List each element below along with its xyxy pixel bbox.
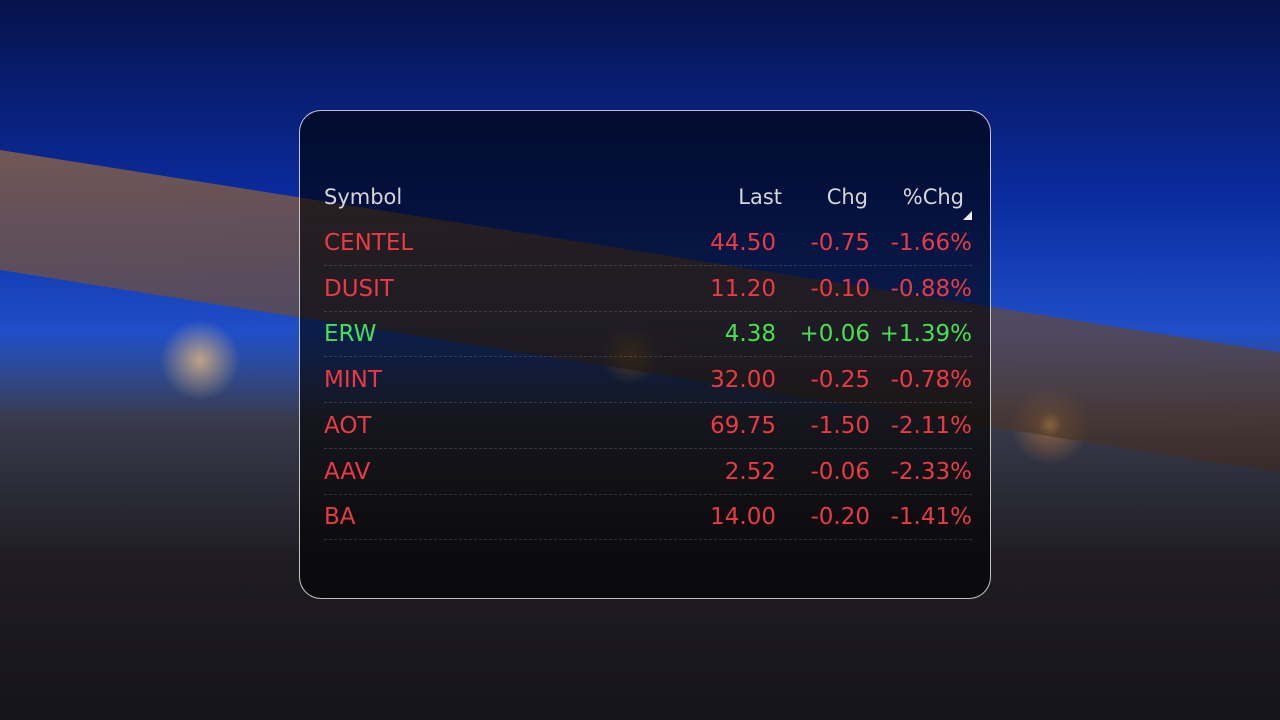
quote-row[interactable]: MINT 32.00 -0.25 -0.78% bbox=[324, 358, 972, 404]
symbol: DUSIT bbox=[324, 275, 394, 302]
header-cell[interactable]: %Chg bbox=[902, 185, 964, 209]
quote-row[interactable]: BA 14.00 -0.20 -1.41% bbox=[324, 495, 972, 541]
percent-change: +1.39% bbox=[879, 321, 972, 348]
quote-row[interactable]: AOT 69.75 -1.50 -2.11% bbox=[324, 404, 972, 449]
percent-change: -0.78% bbox=[890, 367, 972, 394]
last-price: 44.50 bbox=[710, 230, 776, 256]
last-price: 32.00 bbox=[710, 367, 776, 394]
symbol: CENTEL bbox=[324, 230, 414, 256]
change: -1.50 bbox=[810, 412, 870, 439]
change: -0.10 bbox=[810, 275, 870, 302]
symbol: AAV bbox=[324, 458, 371, 485]
percent-change: -1.41% bbox=[890, 504, 972, 531]
last-price: 14.00 bbox=[710, 504, 776, 531]
symbol: MINT bbox=[324, 367, 382, 394]
quote-row[interactable]: CENTEL 44.50 -0.75 -1.66% bbox=[324, 221, 972, 266]
last-price: 11.20 bbox=[710, 275, 776, 302]
quote-row[interactable]: ERW 4.38 +0.06 +1.39% bbox=[324, 312, 972, 358]
change: -0.75 bbox=[810, 230, 870, 256]
change: +0.06 bbox=[799, 321, 870, 348]
last-price: 2.52 bbox=[724, 458, 776, 485]
header-cell[interactable]: Chg bbox=[826, 185, 868, 209]
change: -0.25 bbox=[810, 367, 870, 394]
percent-change: -0.88% bbox=[890, 275, 972, 302]
header-cell: Symbol bbox=[324, 185, 403, 209]
quote-panel: Symbol Last Chg %Chg CENTEL 44.50 -0.75 -1.66% D… bbox=[299, 110, 991, 599]
percent-change: -2.33% bbox=[890, 458, 972, 485]
symbol: BA bbox=[324, 504, 356, 531]
sort-indicator[interactable] bbox=[963, 211, 972, 220]
change: -0.06 bbox=[810, 458, 870, 485]
quote-row[interactable]: DUSIT 11.20 -0.10 -0.88% bbox=[324, 267, 972, 312]
table-header: Symbol Last Chg %Chg bbox=[324, 175, 972, 219]
symbol: ERW bbox=[324, 321, 377, 348]
header-cell[interactable]: Last bbox=[738, 185, 782, 209]
quote-row[interactable]: AAV 2.52 -0.06 -2.33% bbox=[324, 450, 972, 495]
change: -0.20 bbox=[810, 504, 870, 531]
percent-change: -1.66% bbox=[890, 230, 972, 256]
last-price: 69.75 bbox=[710, 412, 776, 439]
last-price: 4.38 bbox=[724, 321, 776, 348]
symbol: AOT bbox=[324, 412, 372, 439]
percent-change: -2.11% bbox=[890, 412, 972, 439]
